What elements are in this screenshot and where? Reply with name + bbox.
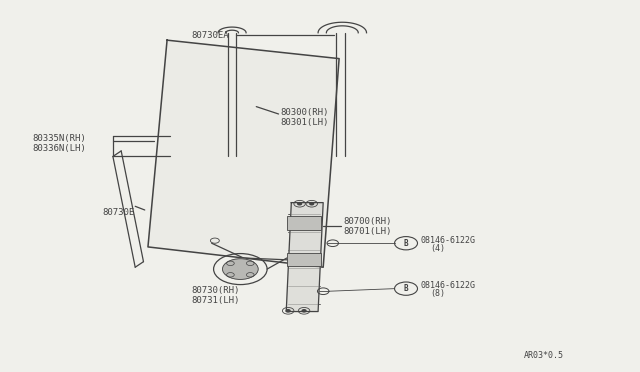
Polygon shape xyxy=(286,203,323,311)
Text: 80300(RH): 80300(RH) xyxy=(280,108,329,117)
Text: B: B xyxy=(404,239,408,248)
Text: 80730(RH): 80730(RH) xyxy=(191,286,239,295)
FancyBboxPatch shape xyxy=(287,253,321,266)
Text: 08146-6122G: 08146-6122G xyxy=(420,236,476,245)
Text: 80335N(RH): 80335N(RH) xyxy=(32,134,86,142)
Circle shape xyxy=(310,203,314,205)
Text: 80701(LH): 80701(LH) xyxy=(344,227,392,236)
Text: 80730EA: 80730EA xyxy=(191,31,229,40)
Text: B: B xyxy=(404,284,408,293)
Text: (8): (8) xyxy=(430,289,445,298)
Text: 80301(LH): 80301(LH) xyxy=(280,118,329,127)
Text: 08146-6122G: 08146-6122G xyxy=(420,281,476,290)
Text: (4): (4) xyxy=(430,244,445,253)
Polygon shape xyxy=(148,40,339,267)
Circle shape xyxy=(286,310,290,312)
Text: 80700(RH): 80700(RH) xyxy=(344,217,392,225)
Text: 80731(LH): 80731(LH) xyxy=(191,296,239,305)
FancyBboxPatch shape xyxy=(287,216,321,230)
Text: 80730E: 80730E xyxy=(102,208,134,218)
Text: 80336N(LH): 80336N(LH) xyxy=(32,144,86,153)
Circle shape xyxy=(223,259,258,279)
Circle shape xyxy=(298,203,301,205)
Circle shape xyxy=(302,310,306,312)
Text: AR03*0.5: AR03*0.5 xyxy=(524,351,564,360)
